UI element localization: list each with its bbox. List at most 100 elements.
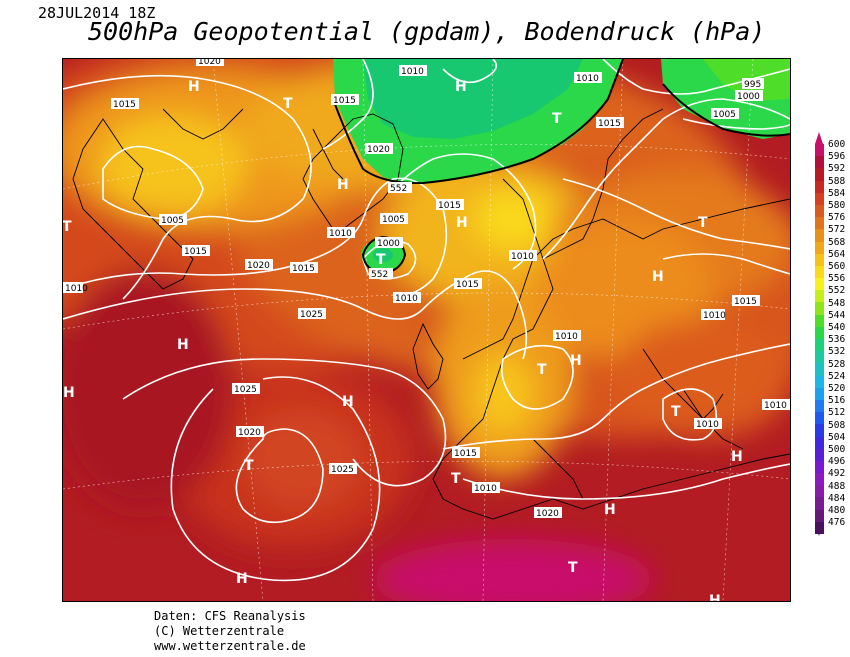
pressure-label: 1020 [367,145,390,155]
pressure-label: 1010 [555,332,578,342]
pressure-label: 1025 [300,310,323,320]
high-pressure-marker: H [731,449,743,465]
pressure-label: 1020 [238,428,261,438]
high-pressure-marker: H [342,394,354,410]
legend-swatch [815,509,824,522]
legend-swatch [815,339,824,352]
high-pressure-marker: H [236,571,248,587]
high-pressure-marker: H [63,385,75,401]
legend-swatch [815,314,824,327]
legend-swatch [815,241,824,254]
legend-swatch [815,497,824,510]
pressure-label: 1015 [292,264,315,274]
high-pressure-marker: H [456,215,468,231]
weather-map: 1020 1015 1010 1015 1020 1005 1015 1020 … [62,58,791,602]
pressure-label: 1015 [454,449,477,459]
legend-label: 568 [828,236,846,248]
legend-label: 528 [828,358,846,370]
legend-swatch [815,351,824,364]
low-pressure-marker: T [283,96,293,112]
low-pressure-marker: T [451,471,461,487]
header-title: 500hPa Geopotential (gpdam), Bodendruck … [88,17,766,46]
legend-label: 564 [828,248,846,260]
legend-swatch [815,302,824,315]
legend-label: 492 [828,468,846,480]
legend-label: 488 [828,480,846,492]
legend-swatch [815,412,824,425]
high-pressure-marker: H [709,593,721,601]
legend-swatch [815,363,824,376]
pressure-label: 1015 [333,96,356,106]
pressure-label: 1020 [198,59,221,67]
high-pressure-marker: H [652,269,664,285]
credits-website: www.wetterzentrale.de [154,639,306,653]
credits-copyright: (C) Wetterzentrale [154,624,285,638]
pressure-label: 1010 [703,311,726,321]
legend-label: 588 [828,175,846,187]
high-pressure-marker: H [570,353,582,369]
legend-label: 596 [828,151,846,163]
legend-swatch [815,156,824,169]
legend-swatch [815,485,824,498]
credits-data-source: Daten: CFS Reanalysis [154,609,306,623]
legend-swatch [815,144,824,157]
pressure-label: 1010 [65,284,88,294]
pressure-label: 1010 [764,401,787,411]
pressure-label: 1005 [382,215,405,225]
pressure-label: 1015 [456,280,479,290]
high-pressure-marker: H [177,337,189,353]
high-pressure-marker: H [188,79,200,95]
legend-swatch [815,326,824,339]
pressure-label: 1015 [598,119,621,129]
low-pressure-marker: T [552,111,562,127]
legend-swatch [815,265,824,279]
low-pressure-marker: T [671,404,681,420]
legend-swatch [815,387,824,400]
legend-label: 556 [828,273,846,285]
pressure-label: 1020 [536,509,559,519]
legend-label: 536 [828,334,846,346]
map-canvas: 1020 1015 1010 1015 1020 1005 1015 1020 … [63,59,790,601]
legend-label: 476 [828,517,846,529]
legend-swatch [815,204,824,218]
pressure-label: 1005 [713,110,736,120]
pressure-label: 1015 [184,247,207,257]
legend-label: 572 [828,224,846,236]
legend-top-arrow [815,132,823,144]
pressure-label: 1010 [401,67,424,77]
legend-swatch [815,399,824,413]
pressure-label: 1005 [161,216,184,226]
header-date: 28JUL2014 18Z [38,4,156,22]
low-pressure-marker: T [376,252,386,268]
legend-label: 548 [828,297,846,309]
pressure-label: 1020 [247,261,270,271]
legend-label: 540 [828,322,846,333]
legend-swatch [815,448,824,461]
pressure-label: 1010 [474,484,497,494]
legend-label: 504 [828,431,846,443]
pressure-label: 1025 [331,465,354,475]
legend-swatch [815,180,824,193]
pressure-label: 1010 [395,294,418,304]
low-pressure-marker: T [568,560,578,576]
legend-swatch [815,217,824,230]
pressure-label: 1010 [511,252,534,262]
legend-swatch [815,460,824,474]
legend-swatch [815,253,824,266]
pressure-label: 552 [371,270,388,280]
legend-color-bar [815,144,824,534]
pressure-label: 1015 [113,100,136,110]
low-pressure-marker: T [63,219,72,235]
legend-label: 584 [828,187,846,199]
pressure-label: 1010 [329,229,352,239]
pressure-label: 1010 [576,74,599,84]
legend-label: 552 [828,285,846,297]
legend-swatch [815,375,824,388]
pressure-label: 1000 [377,239,400,249]
legend-label: 512 [828,407,846,419]
pressure-label: 552 [390,184,407,194]
legend-label: 484 [828,492,846,504]
high-pressure-marker: H [604,502,616,518]
pressure-label: 1000 [737,92,760,102]
legend-label: 544 [828,309,846,321]
